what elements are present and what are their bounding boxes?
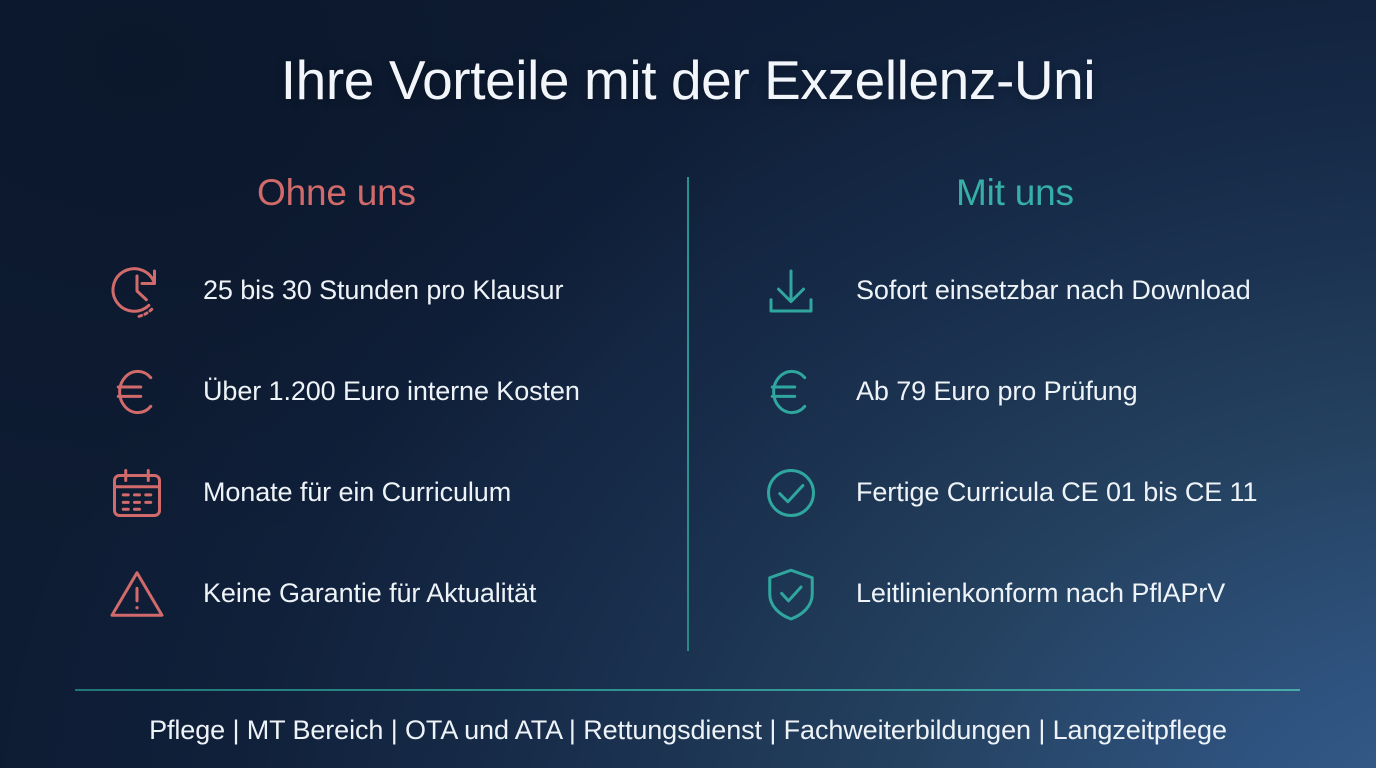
list-item-label: Sofort einsetzbar nach Download	[856, 275, 1251, 305]
without-us-list: 25 bis 30 Stunden pro Klausur Über 1.200…	[0, 240, 688, 644]
clock-arrow-icon	[104, 258, 170, 324]
warning-triangle-icon	[104, 561, 170, 627]
column-with-us: Mit uns Sofort einsetzbar nach Download	[688, 160, 1376, 660]
page-title: Ihre Vorteile mit der Exzellenz-Uni	[280, 49, 1096, 111]
column-heading-with-us: Mit uns	[956, 172, 1074, 213]
list-item-label: Leitlinienkonform nach PflAPrV	[856, 578, 1226, 608]
list-item-label: Fertige Curricula CE 01 bis CE 11	[856, 477, 1258, 507]
list-item: Ab 79 Euro pro Prüfung	[688, 341, 1376, 442]
list-item-label: Keine Garantie für Aktualität	[203, 578, 537, 608]
footer-categories: Pflege | MT Bereich | OTA und ATA | Rett…	[149, 715, 1227, 745]
list-item-label: 25 bis 30 Stunden pro Klausur	[203, 275, 564, 305]
column-heading-without-us: Ohne uns	[257, 172, 416, 213]
horizontal-divider	[75, 689, 1300, 691]
with-us-list: Sofort einsetzbar nach Download Ab 79 Eu…	[688, 240, 1376, 644]
list-item: Fertige Curricula CE 01 bis CE 11	[688, 442, 1376, 543]
list-item: Leitlinienkonform nach PflAPrV	[688, 543, 1376, 644]
column-without-us: Ohne uns 25 bis 30 Stunden pro Klau	[0, 160, 688, 660]
vertical-divider	[687, 177, 689, 651]
list-item: Über 1.200 Euro interne Kosten	[0, 341, 688, 442]
calendar-icon	[104, 460, 170, 526]
shield-check-icon	[758, 561, 824, 627]
list-item: Monate für ein Curriculum	[0, 442, 688, 543]
euro-icon	[758, 359, 824, 425]
comparison-columns: Ohne uns 25 bis 30 Stunden pro Klau	[0, 160, 1376, 660]
list-item: Keine Garantie für Aktualität	[0, 543, 688, 644]
list-item-label: Monate für ein Curriculum	[203, 477, 512, 507]
list-item: Sofort einsetzbar nach Download	[688, 240, 1376, 341]
euro-icon	[104, 359, 170, 425]
check-circle-icon	[758, 460, 824, 526]
list-item: 25 bis 30 Stunden pro Klausur	[0, 240, 688, 341]
download-icon	[758, 258, 824, 324]
list-item-label: Über 1.200 Euro interne Kosten	[203, 376, 580, 406]
list-item-label: Ab 79 Euro pro Prüfung	[856, 376, 1138, 406]
